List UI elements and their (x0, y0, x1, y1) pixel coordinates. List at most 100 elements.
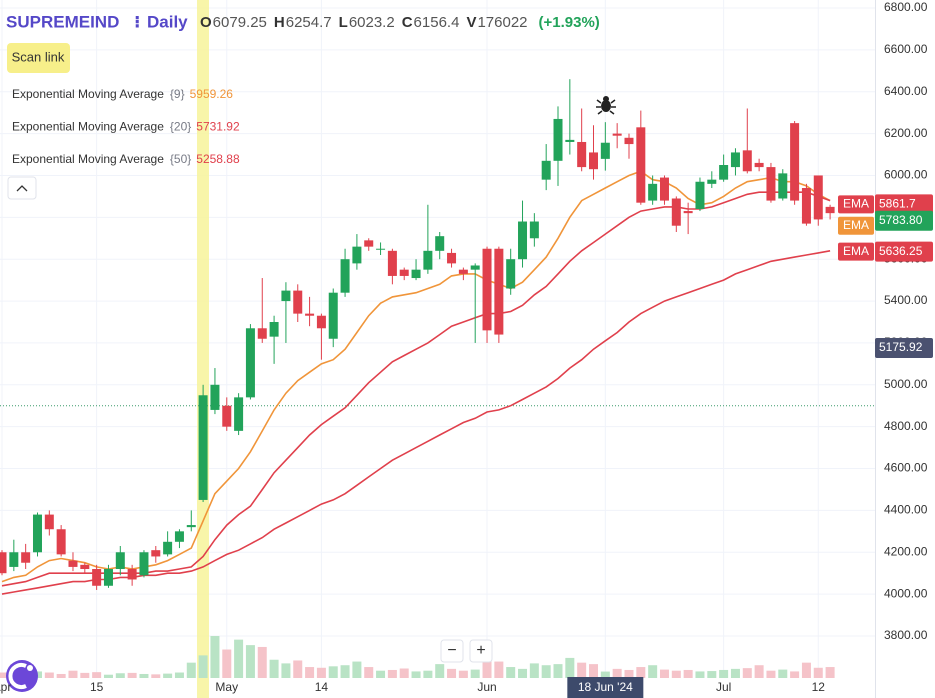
scan-link-button[interactable] (7, 43, 70, 73)
zoom-out[interactable]: − (447, 642, 456, 659)
tag-value-box (875, 337, 933, 358)
zoom-in-button[interactable] (469, 639, 493, 663)
volume-bar (766, 670, 776, 678)
ohlc-value: 6079.25 (213, 14, 267, 31)
tag-value: 5783.80 (879, 213, 923, 227)
zoom-out-button[interactable] (440, 639, 464, 663)
volume-bar (600, 671, 610, 678)
tag-name-box (838, 242, 874, 261)
x-tick-label: 15 (90, 680, 104, 694)
candle-body (494, 248, 504, 335)
volume-bar (529, 663, 539, 678)
ohlc-key: C (402, 14, 413, 31)
tag-value: 5175.92 (879, 340, 923, 354)
candle-body (778, 173, 788, 199)
separator: ⁝ (134, 12, 140, 31)
ohlc-key: H (274, 14, 285, 31)
collapse-icon[interactable] (16, 185, 28, 192)
candle-body (0, 552, 7, 574)
volume-bar (387, 669, 397, 678)
volume-bar (671, 670, 681, 678)
volume-bar (364, 667, 374, 678)
volume-bar (328, 666, 338, 678)
volume-bar (458, 670, 468, 678)
candle-body (742, 150, 752, 172)
candle-body (565, 139, 575, 142)
ohlc-key: L (339, 14, 348, 31)
zoom-in[interactable]: + (476, 642, 485, 659)
crosshair-date: 18 Jun '24 (578, 680, 633, 694)
candle-body (659, 177, 669, 201)
interval[interactable]: Daily (147, 12, 188, 31)
x-tick-label: May (215, 680, 238, 694)
candle-body (44, 514, 54, 530)
scan-link-text[interactable]: Scan link (12, 49, 65, 64)
candle-body (754, 162, 764, 168)
volume-bar (80, 672, 90, 678)
collapse-button[interactable] (7, 176, 37, 200)
candle-body (21, 552, 31, 563)
candle-body (269, 322, 279, 337)
volume-bar (198, 655, 208, 678)
volume-bar (565, 657, 575, 678)
tag-name: EMA (843, 244, 869, 258)
candle-body (600, 142, 610, 159)
ema-line (1, 170, 831, 583)
x-tick-label: Jul (716, 680, 731, 694)
volume-bar (470, 669, 480, 678)
candle-body (671, 198, 681, 226)
volume-bar (518, 668, 528, 678)
volume-bar (293, 660, 303, 678)
volume-bar (186, 662, 196, 678)
legend-value: 5959.26 (190, 87, 234, 101)
candle-body (198, 395, 208, 500)
x-tick-label: 14 (315, 680, 329, 694)
candle-body (506, 259, 516, 289)
volume-bar (269, 659, 279, 678)
x-tick-label: Jun (477, 680, 496, 694)
volume-bar (103, 674, 113, 678)
candle-body (423, 250, 433, 270)
candle-body (541, 160, 551, 180)
candle-body (68, 560, 78, 567)
volume-bar (612, 668, 622, 678)
volume-bar (730, 668, 740, 678)
plot (0, 79, 875, 678)
volume-bar (636, 667, 646, 678)
volume-bar (624, 669, 634, 678)
ohlc-key: O (200, 14, 212, 31)
legend: Exponential Moving Average {9} 5959.26 Expo… (12, 87, 240, 166)
volume-bar (222, 649, 232, 678)
volume-bar (352, 661, 362, 678)
candle-body (103, 569, 113, 586)
candle-body (222, 405, 232, 427)
candle-body (707, 179, 717, 184)
y-tick-label: 6600.00 (884, 42, 928, 56)
event-icon[interactable] (596, 96, 616, 115)
candle-body (186, 525, 196, 528)
legend-value: 5258.88 (196, 152, 240, 166)
candle-body (411, 269, 421, 279)
volume-bar (813, 667, 823, 678)
candle-body (127, 569, 137, 580)
tag-value-box (875, 194, 933, 215)
candle-body (32, 514, 42, 553)
volume-bar (340, 665, 350, 678)
legend-value: 5731.92 (196, 120, 240, 134)
tag-value-box (875, 210, 933, 231)
ohlc-value: 6156.4 (414, 14, 460, 31)
volume-bar (399, 668, 409, 678)
tag-value: 5861.7 (879, 197, 916, 211)
candle-body (683, 211, 693, 214)
candle-body (719, 165, 729, 180)
volume-bar (707, 671, 717, 678)
logo (6, 660, 38, 692)
x-tick-label: Apr (0, 680, 11, 694)
tag-value: 5636.25 (879, 244, 923, 258)
candle-body (305, 313, 315, 316)
volume-bar (825, 667, 835, 678)
candle-body (387, 250, 397, 276)
